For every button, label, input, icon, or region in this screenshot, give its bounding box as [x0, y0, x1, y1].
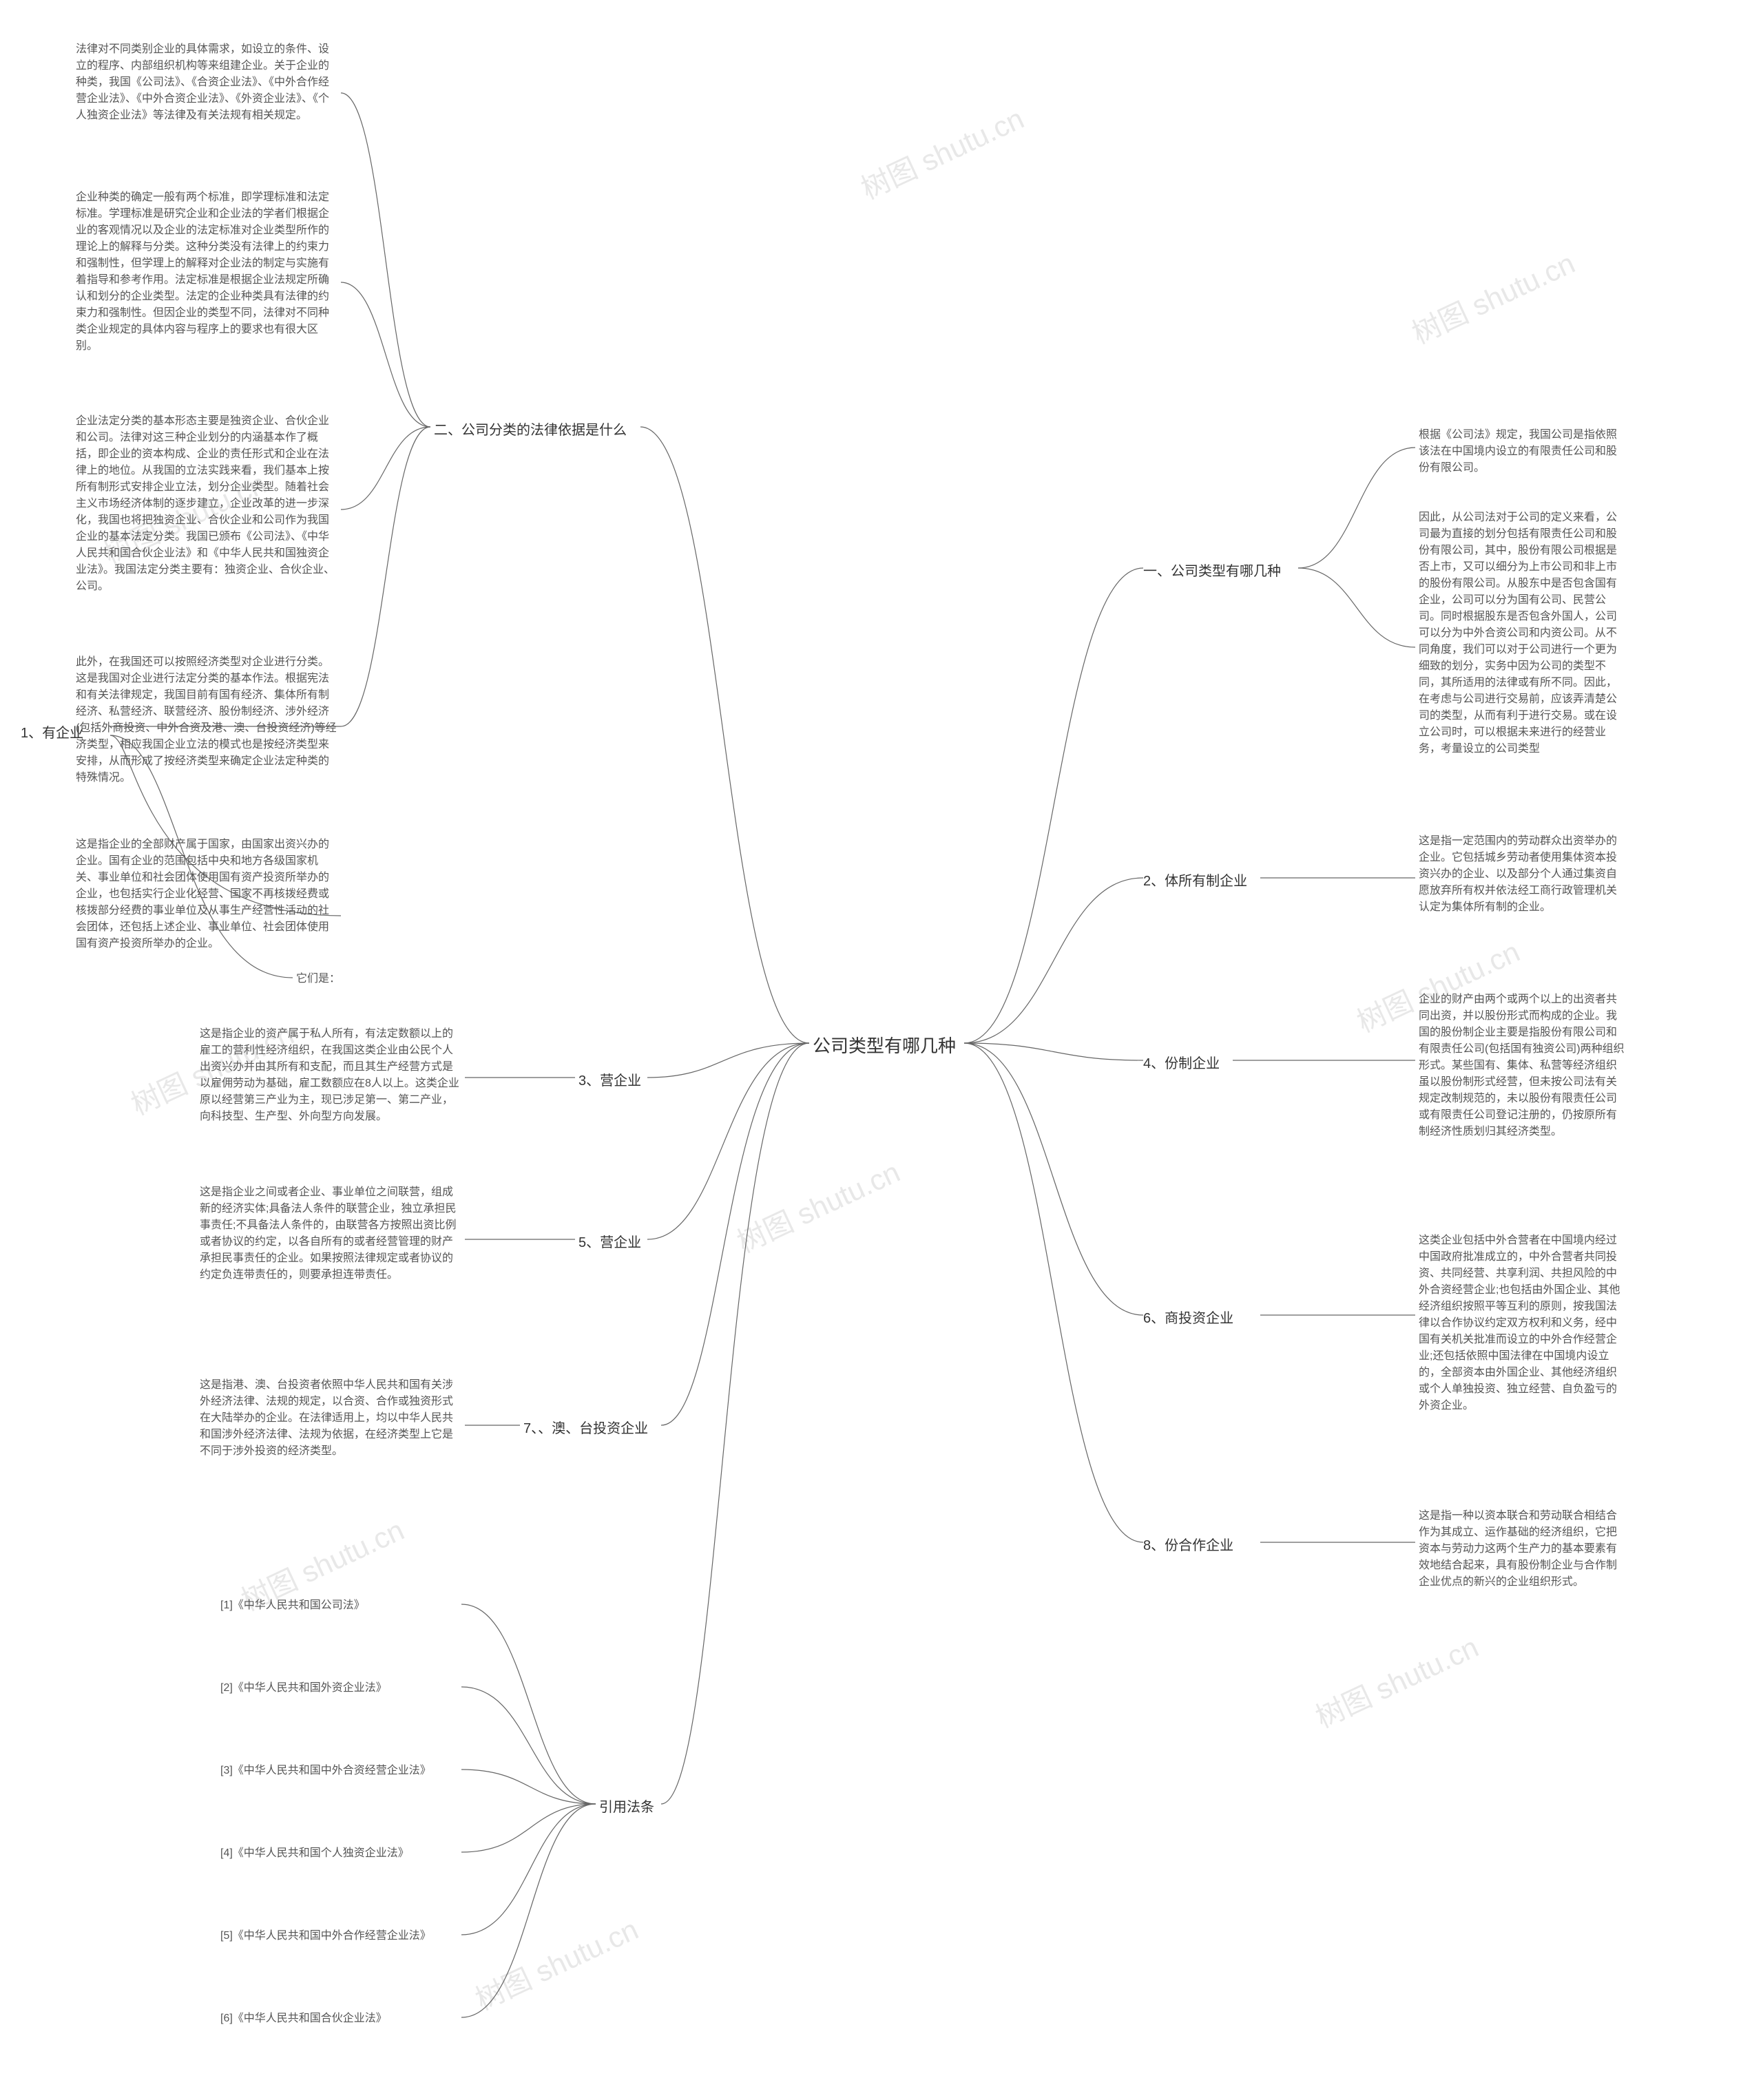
leaf-l4-0: 这是指企业之间或者企业、事业单位之间联营，组成新的经济实体;具备法人条件的联营企… — [200, 1184, 461, 1283]
branch-r3: 4、份制企业 — [1143, 1053, 1220, 1074]
watermark: 树图 shutu.cn — [1404, 240, 1581, 353]
leaf-r1-0: 根据《公司法》规定，我国公司是指依照该法在中国境内设立的有限责任公司和股份有限公… — [1419, 427, 1625, 476]
branch-l5: 7、、澳、台投资企业 — [523, 1418, 648, 1439]
leaf-l6-1: [2]《中华人民共和国外资企业法》 — [220, 1680, 387, 1697]
leaf-l6-4: [5]《中华人民共和国中外合作经营企业法》 — [220, 1928, 431, 1944]
leaf-r3-0: 企业的财产由两个或两个以上的出资者共同出资，并以股份形式而构成的企业。我国的股份… — [1419, 991, 1625, 1140]
leaf-l2-0: 这是指企业的全部财产属于国家，由国家出资兴办的企业。国有企业的范围包括中央和地方… — [76, 837, 337, 952]
center-node: 公司类型有哪几种 — [813, 1033, 956, 1060]
leaf-r1-1: 因此，从公司法对于公司的定义来看，公司最为直接的划分包括有限责任公司和股份有限公… — [1419, 510, 1625, 757]
leaf-l6-2: [3]《中华人民共和国中外合资经营企业法》 — [220, 1763, 431, 1779]
leaf-l1-0: 法律对不同类别企业的具体需求，如设立的条件、设立的程序、内部组织机构等来组建企业… — [76, 41, 337, 124]
branch-r1: 一、公司类型有哪几种 — [1143, 561, 1281, 582]
branch-l6: 引用法条 — [599, 1797, 654, 1818]
leaf-l1-3: 此外，在我国还可以按照经济类型对企业进行分类。这是我国对企业进行法定分类的基本作… — [76, 654, 337, 786]
leaf-l6-5: [6]《中华人民共和国合伙企业法》 — [220, 2010, 387, 2027]
leaf-r4-0: 这类企业包括中外合营者在中国境内经过中国政府批准成立的，中外合营者共同投资、共同… — [1419, 1232, 1625, 1414]
leaf-l3-0: 这是指企业的资产属于私人所有，有法定数额以上的雇工的营利性经济组织，在我国这类企… — [200, 1026, 461, 1125]
leaf-l6-0: [1]《中华人民共和国公司法》 — [220, 1597, 365, 1614]
branch-l4: 5、营企业 — [578, 1232, 641, 1253]
leaf-l5-0: 这是指港、澳、台投资者依照中华人民共和国有关涉外经济法律、法规的规定，以合资、合… — [200, 1377, 461, 1460]
branch-r2: 2、体所有制企业 — [1143, 871, 1247, 892]
watermark: 树图 shutu.cn — [729, 1149, 906, 1261]
leaf-l1-2: 企业法定分类的基本形态主要是独资企业、合伙企业和公司。法律对这三种企业划分的内涵… — [76, 413, 337, 595]
watermark: 树图 shutu.cn — [1308, 1624, 1484, 1736]
branch-l1: 二、公司分类的法律依据是什么 — [434, 420, 627, 441]
leaf-r2-0: 这是指一定范围内的劳动群众出资举办的企业。它包括城乡劳动者使用集体资本投资兴办的… — [1419, 833, 1625, 916]
leaf-l1-1: 企业种类的确定一般有两个标准，即学理标准和法定标准。学理标准是研究企业和企业法的… — [76, 189, 337, 355]
leaf-l6-3: [4]《中华人民共和国个人独资企业法》 — [220, 1845, 409, 1862]
watermark: 树图 shutu.cn — [468, 1907, 644, 2019]
branch-l2: 1、有企业 — [21, 723, 103, 744]
branch-l3: 3、营企业 — [578, 1071, 641, 1091]
leaf-r5-0: 这是指一种以资本联合和劳动联合相结合作为其成立、运作基础的经济组织，它把资本与劳… — [1419, 1508, 1625, 1590]
branch-r4: 6、商投资企业 — [1143, 1308, 1233, 1329]
watermark: 树图 shutu.cn — [853, 96, 1030, 208]
branch-r5: 8、份合作企业 — [1143, 1535, 1233, 1556]
leaf-l2-1: 它们是： — [296, 971, 393, 987]
